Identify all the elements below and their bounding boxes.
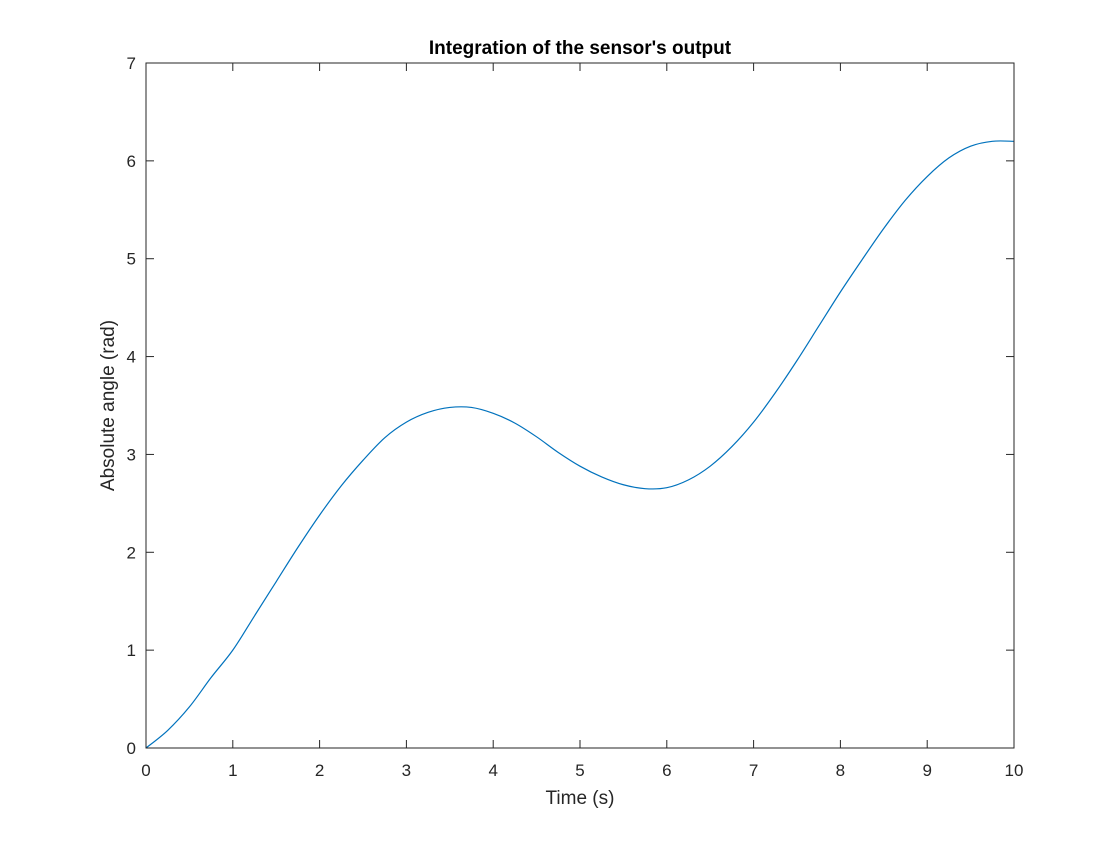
y-tick-label: 5 <box>127 250 136 269</box>
y-axis-label: Absolute angle (rad) <box>98 320 119 491</box>
series-line <box>145 140 1015 749</box>
x-tick-label: 9 <box>922 761 931 780</box>
y-tick-label: 6 <box>127 152 136 171</box>
y-tick-label: 7 <box>127 54 136 73</box>
x-tick-label: 6 <box>662 761 671 780</box>
y-tick-label: 0 <box>127 739 136 758</box>
x-tick-label: 1 <box>228 761 237 780</box>
y-tick-label: 1 <box>127 641 136 660</box>
x-tick-label: 0 <box>141 761 150 780</box>
y-tick-label: 2 <box>127 543 136 562</box>
x-tick-label: 2 <box>315 761 324 780</box>
x-tick-label: 10 <box>1005 761 1024 780</box>
y-tick-label: 3 <box>127 445 136 464</box>
chart-title: Integration of the sensor's output <box>429 38 732 59</box>
x-tick-label: 5 <box>575 761 584 780</box>
x-axis-label: Time (s) <box>546 788 615 809</box>
x-tick-label: 8 <box>836 761 845 780</box>
x-tick-label: 3 <box>402 761 411 780</box>
x-tick-label: 7 <box>749 761 758 780</box>
x-tick-label: 4 <box>488 761 497 780</box>
y-tick-label: 4 <box>127 348 136 367</box>
